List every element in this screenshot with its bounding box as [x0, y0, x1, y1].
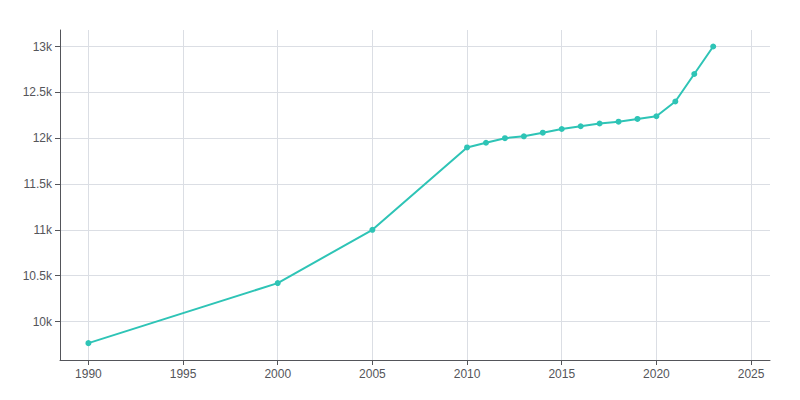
svg-text:2000: 2000 [264, 367, 291, 381]
svg-text:2025: 2025 [738, 367, 765, 381]
svg-text:11.5k: 11.5k [24, 177, 53, 191]
svg-text:2015: 2015 [548, 367, 575, 381]
svg-text:2020: 2020 [643, 367, 670, 381]
svg-text:2010: 2010 [454, 367, 481, 381]
svg-text:13k: 13k [33, 40, 53, 54]
svg-text:10.5k: 10.5k [23, 269, 53, 283]
svg-text:10k: 10k [33, 315, 53, 329]
svg-text:12.5k: 12.5k [23, 85, 53, 99]
svg-text:12k: 12k [33, 131, 53, 145]
svg-text:1995: 1995 [170, 367, 197, 381]
svg-text:2005: 2005 [359, 367, 386, 381]
svg-text:11k: 11k [34, 223, 53, 237]
svg-text:1990: 1990 [75, 367, 102, 381]
